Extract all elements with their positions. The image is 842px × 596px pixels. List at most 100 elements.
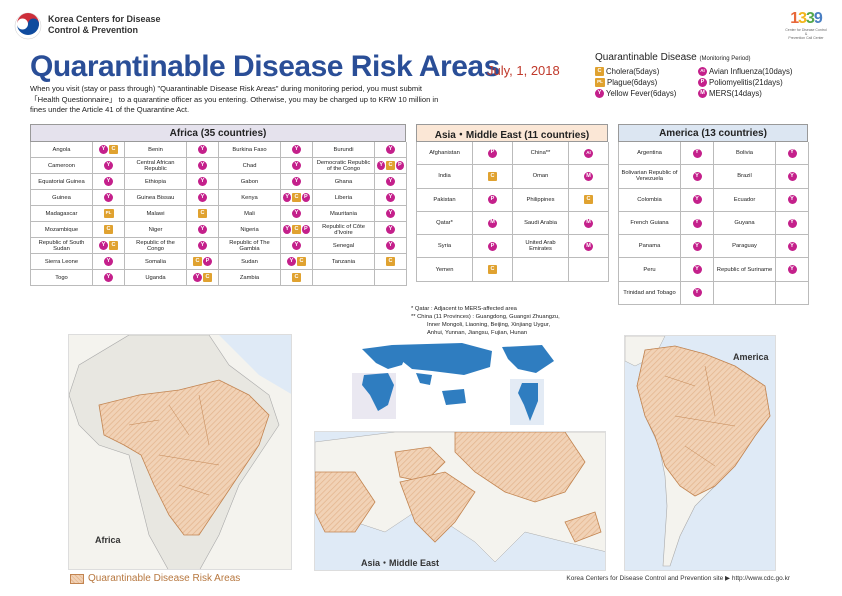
country-disease-codes: Y	[93, 158, 125, 174]
country-name: Peru	[619, 258, 681, 282]
country-name: China**	[513, 142, 569, 166]
country-name: United Arab Emirates	[513, 235, 569, 259]
disease-code-y-icon: Y	[99, 145, 108, 154]
country-disease-codes: C	[569, 188, 609, 212]
disease-code-y-icon: Y	[292, 177, 301, 186]
country-disease-codes: Y	[187, 190, 219, 206]
country-name: Trinidad and Tobago	[619, 281, 681, 306]
disease-code-c-icon: C	[203, 273, 212, 282]
disease-code-c-icon: C	[386, 161, 395, 170]
disease-code-m-icon: M	[584, 171, 593, 181]
country-name: Paraguay	[714, 235, 776, 259]
kcdc-logo-icon	[14, 12, 42, 40]
country-disease-codes: AI	[569, 142, 609, 166]
disease-code-y-icon: Y	[595, 89, 604, 98]
country-name: Mali	[219, 206, 281, 222]
country-disease-codes: Y	[375, 142, 407, 158]
country-disease-codes: Y	[776, 235, 809, 259]
disease-legend-label: MERS(14days)	[709, 89, 762, 98]
disease-code-c-icon: C	[198, 209, 207, 218]
intro-text: When you visit (stay or pass through) "Q…	[30, 84, 439, 114]
country-name: Kenya	[219, 190, 281, 206]
country-name: Malawi	[125, 206, 187, 222]
source-note: Korea Centers for Disease Control and Pr…	[566, 575, 790, 582]
disease-legend-item: M MERS(14days)	[698, 89, 835, 98]
disease-code-y-icon: Y	[292, 161, 301, 170]
country-name: Bolivarian Republic of Venezuela	[619, 165, 681, 189]
disease-code-y-icon: Y	[386, 177, 395, 186]
disease-code-y-icon: Y	[692, 265, 702, 275]
disease-code-p-icon: P	[301, 193, 310, 202]
disease-code-p-icon: P	[488, 195, 497, 205]
disease-code-pl-icon: PL	[103, 209, 114, 218]
disease-code-c-icon: C	[104, 225, 113, 234]
disease-code-c-icon: C	[386, 257, 395, 266]
disease-code-y-icon: Y	[692, 171, 702, 181]
disease-code-y-icon: Y	[692, 195, 702, 205]
country-disease-codes: Y	[681, 258, 714, 282]
disease-code-p-icon: P	[488, 241, 497, 251]
country-name	[313, 270, 375, 286]
disease-code-y-icon: Y	[386, 209, 395, 218]
country-disease-codes: P	[473, 142, 513, 166]
disease-legend-item: AI Avian Influenza(10days)	[698, 67, 835, 76]
disease-code-c-icon: C	[109, 145, 118, 154]
country-disease-codes: Y	[93, 254, 125, 270]
country-disease-codes: Y	[776, 211, 809, 236]
world-map	[352, 343, 554, 425]
disease-code-y-icon: Y	[787, 265, 797, 275]
country-name: Oman	[513, 165, 569, 189]
disease-code-y-icon: Y	[198, 145, 207, 154]
country-name: Philippines	[513, 188, 569, 212]
disease-code-c-icon: C	[488, 265, 497, 275]
country-disease-codes: Y	[776, 258, 809, 282]
asia-map: Asia・Middle East	[314, 431, 606, 571]
disease-code-c-icon: C	[297, 257, 306, 266]
country-disease-codes: M	[569, 211, 609, 236]
country-name: Chad	[219, 158, 281, 174]
disease-code-ai-icon: AI	[698, 67, 707, 76]
disease-code-y-icon: Y	[787, 218, 797, 228]
disease-legend-title: Quarantinable Disease (Monitoring Period…	[595, 52, 751, 63]
page-title: Quarantinable Disease Risk Areas	[30, 50, 500, 83]
country-name: Liberia	[313, 190, 375, 206]
america-map-shape	[625, 336, 775, 570]
africa-map-label: Africa	[95, 535, 121, 545]
risk-area-legend: Quarantinable Disease Risk Areas	[70, 573, 240, 584]
africa-table-title: Africa (35 countries)	[30, 124, 406, 142]
disease-code-c-icon: C	[488, 171, 497, 181]
country-name: Republic of Côte d'Ivoire	[313, 222, 375, 238]
country-name: Colombia	[619, 188, 681, 212]
country-name: French Guiana	[619, 211, 681, 236]
africa-table: Africa (35 countries) Angola Y C Benin Y Burk…	[30, 124, 407, 286]
country-disease-codes: C	[93, 222, 125, 238]
disease-code-y-icon: Y	[386, 193, 395, 202]
country-disease-codes: C	[473, 165, 513, 189]
disease-code-y-icon: Y	[386, 145, 395, 154]
country-disease-codes: Y	[776, 142, 809, 166]
country-name: Yemen	[417, 258, 473, 282]
disease-code-y-icon: Y	[99, 241, 108, 250]
country-disease-codes: P	[473, 188, 513, 212]
country-name: Panama	[619, 235, 681, 259]
risk-area-legend-label: Quarantinable Disease Risk Areas	[88, 573, 241, 584]
country-name: Burkina Faso	[219, 142, 281, 158]
country-name: Sierra Leone	[31, 254, 93, 270]
country-name: India	[417, 165, 473, 189]
country-disease-codes	[375, 270, 407, 286]
disease-code-y-icon: Y	[787, 148, 797, 158]
country-disease-codes: Y	[776, 188, 809, 212]
country-disease-codes: Y	[187, 142, 219, 158]
country-disease-codes: C	[473, 258, 513, 282]
disease-code-y-icon: Y	[692, 218, 702, 228]
country-disease-codes: Y	[281, 174, 313, 190]
country-disease-codes: Y	[281, 238, 313, 254]
country-disease-codes: Y	[93, 174, 125, 190]
country-disease-codes: Y	[187, 238, 219, 254]
disease-code-y-icon: Y	[692, 288, 702, 298]
country-name: Guinea Bissau	[125, 190, 187, 206]
disease-legend-label: Poliomyelitis(21days)	[709, 78, 783, 87]
disease-legend-item: Y Yellow Fever(6days)	[595, 89, 698, 98]
